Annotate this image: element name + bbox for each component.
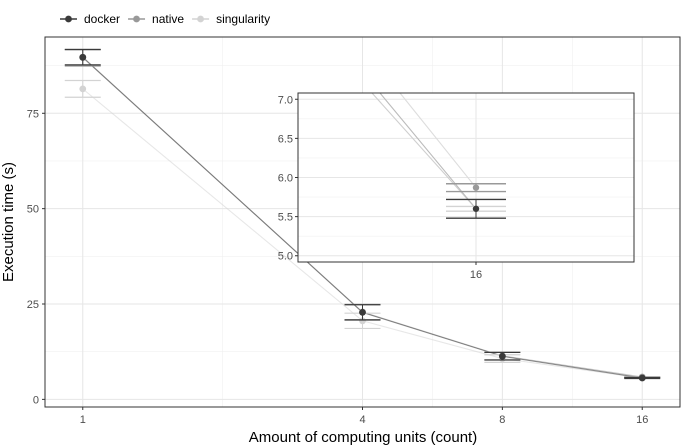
inset-y-tick-label: 5.5 bbox=[278, 212, 293, 224]
series-line-singularity bbox=[82, 88, 643, 379]
inset-y-tick-label: 6.0 bbox=[278, 173, 293, 185]
inset-series-line-native bbox=[399, 92, 477, 189]
inset-x-tick-label: 16 bbox=[470, 269, 482, 281]
legend-label: singularity bbox=[216, 12, 270, 26]
x-tick-label: 4 bbox=[359, 414, 365, 426]
x-tick-label: 16 bbox=[636, 414, 648, 426]
inset-data-point-docker bbox=[472, 205, 480, 212]
x-axis-title: Amount of computing units (count) bbox=[249, 429, 477, 446]
inset-series-line-singularity bbox=[371, 92, 477, 210]
data-point-docker bbox=[359, 309, 366, 316]
inset-y-tick-label: 7.0 bbox=[278, 94, 293, 106]
legend-key-point bbox=[133, 15, 140, 23]
y-axis-title: Execution time (s) bbox=[0, 162, 17, 282]
data-point-docker bbox=[498, 352, 506, 360]
inset-plot-panel: 5.0 5.5 6.0 6.5 7.0 16 bbox=[278, 92, 635, 281]
legend: docker native singularity bbox=[60, 12, 270, 26]
x-tick-label: 8 bbox=[499, 414, 505, 426]
y-tick-label: 50 bbox=[27, 204, 39, 216]
legend-key-point bbox=[65, 15, 72, 23]
data-point-singularity bbox=[79, 85, 87, 93]
data-point-docker bbox=[638, 374, 646, 382]
legend-item-singularity: singularity bbox=[192, 12, 270, 26]
y-tick-label: 75 bbox=[27, 108, 39, 120]
main-panel-border bbox=[44, 36, 681, 408]
y-tick-label: 25 bbox=[27, 299, 39, 311]
legend-item-native: native bbox=[128, 12, 184, 26]
inset-data-point-native bbox=[472, 184, 480, 191]
legend-item-docker: docker bbox=[60, 12, 120, 26]
legend-label: docker bbox=[84, 12, 120, 26]
x-tick-label: 1 bbox=[80, 414, 86, 426]
legend-label: native bbox=[152, 12, 184, 26]
inset-series-line-docker bbox=[379, 92, 477, 210]
y-tick-label: 0 bbox=[33, 394, 39, 406]
legend-key-point bbox=[197, 15, 204, 23]
series-line-docker bbox=[82, 56, 643, 379]
data-point-docker bbox=[79, 53, 87, 61]
inset-y-tick-label: 6.5 bbox=[278, 133, 293, 145]
inset-y-tick-label: 5.0 bbox=[278, 251, 293, 263]
inset-border bbox=[297, 92, 635, 263]
